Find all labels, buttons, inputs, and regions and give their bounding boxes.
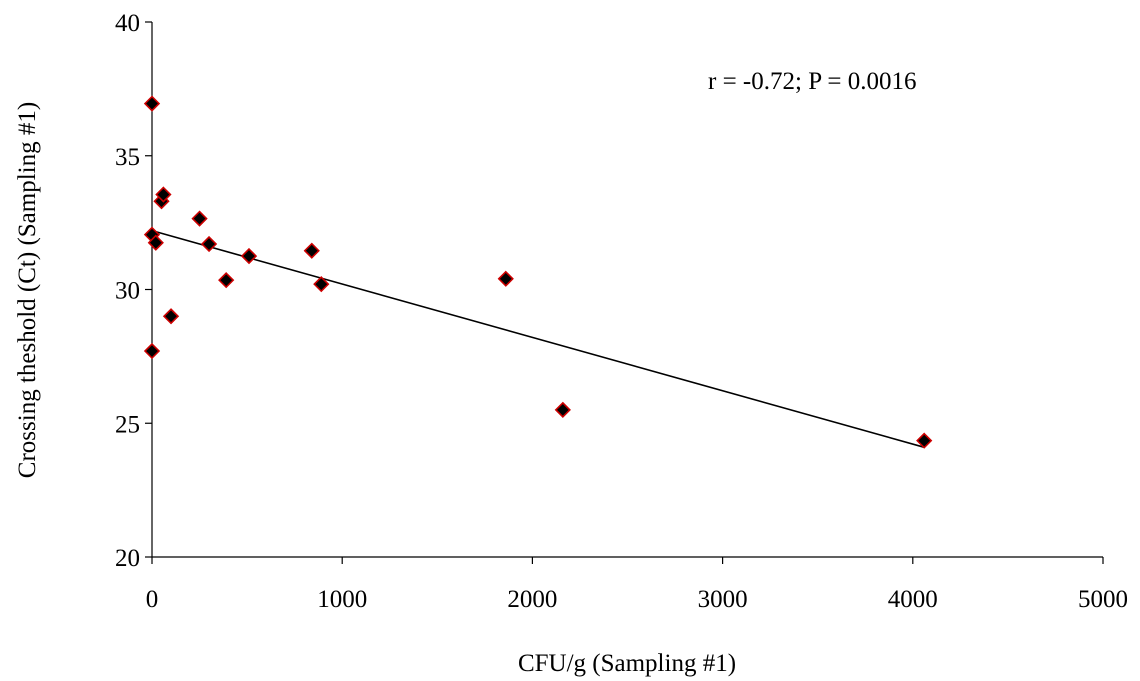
y-tick-label: 20 bbox=[115, 545, 140, 572]
data-point-diamond bbox=[916, 432, 933, 449]
data-point-diamond bbox=[554, 401, 571, 419]
x-tick-label: 1000 bbox=[317, 586, 367, 613]
x-tick-label: 5000 bbox=[1078, 586, 1128, 613]
y-tick-label: 40 bbox=[115, 10, 140, 37]
data-point-diamond bbox=[200, 235, 218, 253]
y-tick-label: 35 bbox=[115, 144, 140, 171]
y-tick-label: 25 bbox=[115, 411, 140, 438]
x-tick-label: 3000 bbox=[698, 586, 748, 613]
data-point-diamond bbox=[162, 308, 180, 325]
data-point-diamond bbox=[143, 342, 161, 360]
trendline bbox=[151, 229, 925, 449]
trendline-group bbox=[151, 229, 925, 449]
data-point-diamond bbox=[313, 276, 330, 293]
data-point-diamond bbox=[191, 210, 208, 227]
data-point-diamond bbox=[147, 234, 164, 251]
data-point-diamond bbox=[497, 270, 514, 287]
y-tick-label: 30 bbox=[115, 278, 140, 305]
data-point-diamond bbox=[143, 95, 161, 112]
correlation-annotation: r = -0.72; P = 0.0016 bbox=[708, 68, 917, 95]
data-point-diamond bbox=[303, 242, 320, 259]
data-points bbox=[143, 95, 933, 449]
y-axis-title: Crossing theshold (Ct) (Sampling #1) bbox=[14, 102, 41, 478]
data-point-diamond bbox=[240, 247, 258, 265]
axes bbox=[151, 22, 1103, 558]
data-point-diamond bbox=[218, 272, 235, 289]
x-tick-label: 2000 bbox=[507, 586, 557, 613]
x-tick-label: 0 bbox=[146, 586, 159, 613]
data-point-diamond bbox=[155, 186, 172, 203]
x-tick-label: 4000 bbox=[888, 586, 938, 613]
x-ticks: 0 1000 2000 3000 4000 5000 bbox=[146, 557, 1128, 613]
y-ticks: 20 25 30 35 40 bbox=[115, 10, 152, 572]
x-axis-title: CFU/g (Sampling #1) bbox=[518, 650, 736, 677]
